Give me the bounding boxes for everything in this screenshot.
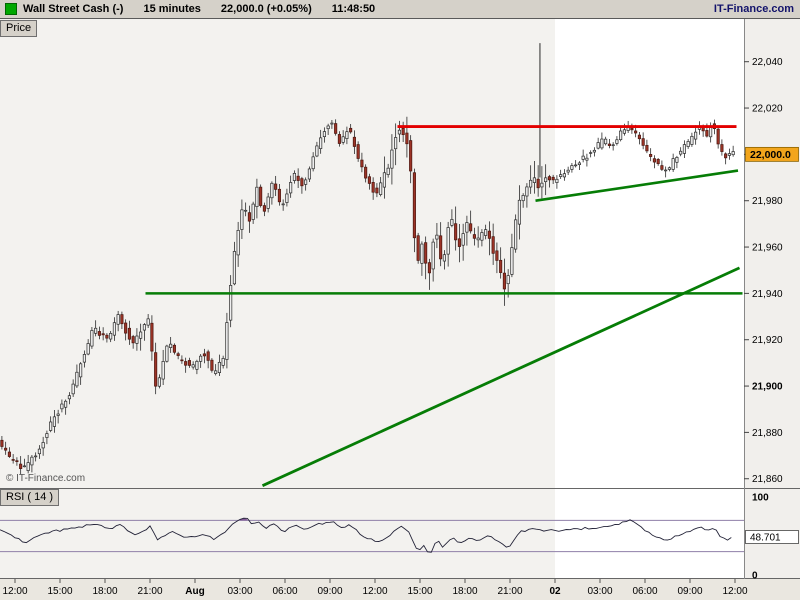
y-axis-label: 22,020 — [752, 104, 783, 115]
last-quote: 22,000.0 (+0.05%) — [220, 3, 312, 15]
rsi-overbought-fill — [240, 517, 248, 521]
y-axis-label: 22,040 — [752, 57, 783, 68]
current-price-box — [745, 146, 799, 162]
x-axis-label: 02 — [549, 586, 561, 597]
minor-trendline[interactable] — [535, 169, 739, 202]
x-axis-label: 03:00 — [227, 586, 252, 597]
timeframe-label: 15 minutes — [143, 3, 201, 15]
current-price-label: 22,000.0 — [750, 149, 791, 161]
rsi-value-label: 48.701 — [750, 533, 781, 544]
rsi-panel[interactable] — [0, 517, 744, 553]
x-axis-label: 21:00 — [137, 586, 162, 597]
y-axis-label: 21,900 — [752, 382, 783, 393]
y-axis-label: 21,880 — [752, 428, 783, 439]
brand-label: IT-Finance.com — [713, 3, 794, 15]
time-axis-strip[interactable] — [0, 579, 800, 600]
x-axis-label: 15:00 — [407, 586, 432, 597]
rsi-axis-label: 100 — [752, 493, 769, 504]
session-background — [555, 19, 744, 579]
candles — [0, 43, 735, 475]
y-axis-label: 21,940 — [752, 289, 783, 300]
x-axis-label: 09:00 — [677, 586, 702, 597]
x-axis-label: 12:00 — [362, 586, 387, 597]
x-axis-label: 03:00 — [587, 586, 612, 597]
x-axis-label: 06:00 — [272, 586, 297, 597]
session-background — [0, 19, 555, 579]
x-axis-label: 18:00 — [92, 586, 117, 597]
rsi-axis-label: 0 — [752, 571, 758, 582]
y-axis-label: 21,960 — [752, 243, 783, 254]
chart-header: Wall Street Cash (-) 15 minutes 22,000.0… — [0, 0, 800, 19]
rsi-value-box — [745, 530, 799, 544]
x-axis-label: Aug — [185, 586, 204, 597]
watermark: © IT-Finance.com — [6, 473, 85, 484]
clock: 11:48:50 — [331, 3, 376, 15]
ascending-trendline[interactable] — [261, 266, 741, 487]
rsi-panel-tab[interactable]: RSI ( 14 ) — [0, 489, 60, 506]
y-axis-label: 21,920 — [752, 335, 783, 346]
x-axis-label: 09:00 — [317, 586, 342, 597]
x-axis-label: 21:00 — [497, 586, 522, 597]
x-axis-label: 12:00 — [2, 586, 27, 597]
rsi-line — [0, 517, 732, 553]
instrument-name: Wall Street Cash (-) — [23, 3, 124, 15]
instrument-color-swatch — [5, 3, 17, 15]
price-chart[interactable]: © IT-Finance.com 22,040 22,020 21,980 21,960… — [0, 19, 800, 600]
x-axis-label: 12:00 — [722, 586, 747, 597]
x-axis-label: 18:00 — [452, 586, 477, 597]
price-axis-strip[interactable] — [744, 19, 800, 579]
x-axis-label: 15:00 — [47, 586, 72, 597]
x-axis-label: 06:00 — [632, 586, 657, 597]
price-panel-tab[interactable]: Price — [0, 20, 38, 37]
y-axis-label: 21,860 — [752, 474, 783, 485]
y-axis-label: 21,980 — [752, 196, 783, 207]
